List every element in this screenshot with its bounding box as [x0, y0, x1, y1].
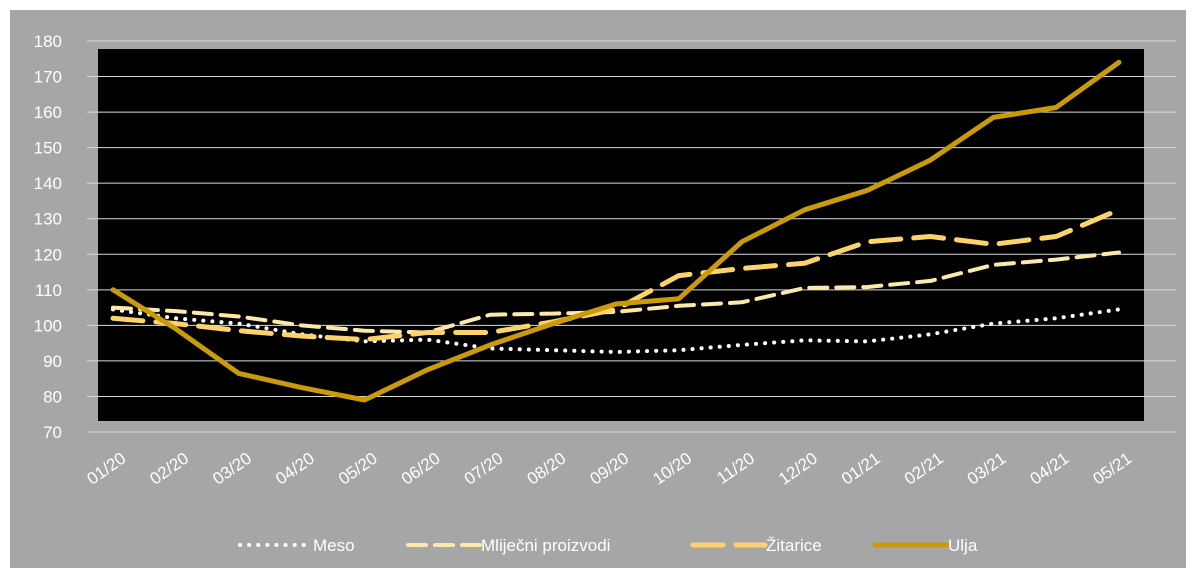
legend-label: Ulja: [948, 536, 978, 555]
x-tick-label: 10/20: [649, 449, 695, 489]
x-tick-label: 03/20: [209, 449, 255, 489]
plot-background: [98, 49, 1144, 421]
legend-label: Meso: [313, 536, 355, 555]
legend-label: Žitarice: [766, 536, 822, 555]
x-tick-label: 04/21: [1027, 449, 1073, 489]
x-tick-label: 07/20: [461, 449, 507, 489]
y-tick-label: 170: [34, 68, 62, 87]
legend: Meso Mliječni proizvodi Žitarice Ulja: [240, 536, 978, 555]
y-tick-label: 120: [34, 245, 62, 264]
y-tick-label: 140: [34, 174, 62, 193]
x-tick-label: 06/20: [398, 449, 444, 489]
x-tick-label: 11/20: [713, 449, 758, 488]
y-tick-label: 180: [34, 32, 62, 51]
x-tick-label: 05/21: [1090, 449, 1136, 489]
x-tick-label: 01/21: [838, 449, 884, 489]
y-tick-label: 90: [43, 352, 62, 371]
y-tick-label: 130: [34, 210, 62, 229]
y-tick-label: 70: [43, 423, 62, 442]
x-tick-label: 08/20: [524, 449, 570, 489]
y-axis-ticks: 70 80 90 100 110 120 130 140 150 160 170 180: [34, 32, 62, 442]
x-tick-label: 12/20: [775, 449, 821, 489]
y-tick-label: 80: [43, 387, 62, 406]
y-tick-label: 100: [34, 316, 62, 335]
x-tick-label: 02/20: [146, 449, 192, 489]
x-tick-label: 01/20: [84, 449, 130, 489]
y-tick-label: 160: [34, 103, 62, 122]
x-tick-label: 04/20: [272, 449, 318, 489]
y-tick-label: 150: [34, 139, 62, 158]
y-tick-label: 110: [35, 281, 62, 300]
legend-label: Mliječni proizvodi: [481, 536, 610, 555]
x-tick-label: 05/20: [335, 449, 381, 489]
x-tick-label: 03/21: [964, 449, 1010, 489]
x-axis-ticks: 01/20 02/20 03/20 04/20 05/20 06/20 07/20 08/20…: [84, 449, 1136, 489]
x-tick-label: 02/21: [901, 449, 947, 489]
x-tick-label: 09/20: [587, 449, 633, 489]
